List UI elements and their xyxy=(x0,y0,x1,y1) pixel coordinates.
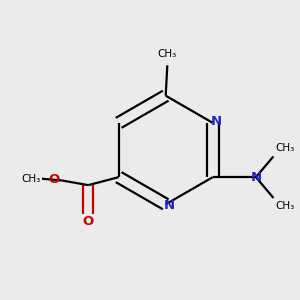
Text: N: N xyxy=(211,115,222,128)
Text: CH₃: CH₃ xyxy=(21,174,40,184)
Text: N: N xyxy=(250,171,261,184)
Text: CH₃: CH₃ xyxy=(275,201,294,211)
Text: CH₃: CH₃ xyxy=(275,143,294,153)
Text: O: O xyxy=(48,173,60,186)
Text: N: N xyxy=(164,199,175,212)
Text: O: O xyxy=(83,215,94,228)
Text: CH₃: CH₃ xyxy=(158,49,177,59)
